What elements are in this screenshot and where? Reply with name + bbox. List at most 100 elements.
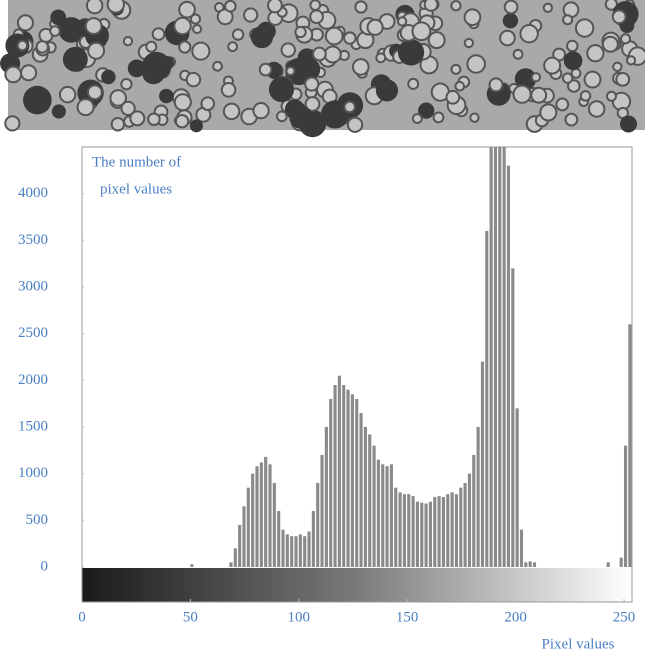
cell bbox=[564, 112, 579, 127]
bar bbox=[433, 497, 437, 567]
cell bbox=[514, 68, 537, 90]
cell bbox=[309, 9, 324, 25]
bar bbox=[372, 445, 376, 567]
cell bbox=[87, 41, 106, 60]
bar bbox=[428, 501, 433, 567]
cell bbox=[304, 96, 321, 112]
bar bbox=[446, 494, 450, 567]
cell bbox=[619, 33, 632, 45]
x-tick-label: 100 bbox=[288, 609, 311, 625]
bar bbox=[333, 385, 337, 567]
bar bbox=[619, 557, 623, 567]
y-tick-label: 2500 bbox=[18, 325, 48, 341]
bar bbox=[368, 434, 372, 567]
cell bbox=[411, 113, 423, 125]
bar bbox=[463, 483, 467, 567]
cell bbox=[189, 119, 203, 133]
cell bbox=[375, 79, 399, 102]
x-tick-label: 250 bbox=[613, 609, 636, 625]
bar bbox=[472, 455, 476, 567]
bar bbox=[420, 502, 424, 567]
bar bbox=[363, 427, 367, 567]
cell bbox=[289, 105, 313, 129]
y-tick-label: 2000 bbox=[18, 372, 48, 388]
cell bbox=[397, 39, 425, 66]
bar bbox=[476, 427, 480, 567]
bar bbox=[498, 147, 502, 567]
cell bbox=[530, 86, 548, 104]
bar bbox=[324, 427, 328, 567]
cell bbox=[463, 8, 482, 27]
bar bbox=[411, 496, 415, 567]
cell bbox=[62, 46, 88, 72]
cell bbox=[84, 17, 103, 36]
cell bbox=[542, 2, 553, 13]
cell bbox=[85, 0, 104, 15]
cell bbox=[224, 0, 237, 13]
bar bbox=[485, 231, 489, 567]
cell bbox=[512, 48, 524, 60]
x-axis-label: Pixel values bbox=[542, 636, 615, 652]
bar bbox=[311, 511, 315, 567]
cell bbox=[397, 16, 408, 27]
cell bbox=[463, 37, 474, 49]
bar bbox=[502, 147, 506, 567]
cell bbox=[22, 85, 52, 115]
cell bbox=[147, 112, 161, 127]
bar bbox=[342, 385, 346, 567]
cell bbox=[173, 16, 192, 36]
cell bbox=[543, 56, 562, 75]
cell bbox=[200, 96, 216, 111]
y-tick-label: 0 bbox=[41, 558, 49, 574]
bar bbox=[350, 394, 354, 567]
cell bbox=[309, 0, 322, 11]
y-axis-label: The number of bbox=[92, 154, 181, 170]
cell bbox=[450, 63, 462, 75]
cell bbox=[563, 51, 583, 71]
cell bbox=[50, 9, 67, 26]
bar bbox=[489, 147, 493, 567]
cell bbox=[612, 61, 623, 72]
cell bbox=[122, 35, 134, 47]
bar bbox=[389, 464, 393, 567]
bar bbox=[277, 511, 281, 567]
bar bbox=[337, 375, 341, 567]
bar bbox=[242, 506, 246, 567]
cell bbox=[488, 77, 504, 93]
bar bbox=[407, 494, 411, 567]
cell bbox=[579, 90, 592, 102]
bar bbox=[298, 534, 302, 567]
bar bbox=[233, 548, 237, 567]
cell bbox=[4, 115, 21, 132]
cell bbox=[619, 115, 638, 133]
bar bbox=[441, 497, 446, 567]
cell bbox=[555, 97, 570, 112]
cell bbox=[574, 18, 595, 38]
cell bbox=[605, 90, 617, 102]
cell bbox=[252, 102, 270, 120]
cell bbox=[178, 40, 192, 54]
bar bbox=[320, 455, 324, 567]
bar bbox=[467, 473, 472, 567]
bar bbox=[524, 562, 528, 567]
cell bbox=[127, 59, 146, 78]
y-tick-label: 3500 bbox=[18, 232, 48, 248]
cell bbox=[499, 29, 516, 47]
cell bbox=[285, 65, 296, 77]
bar bbox=[606, 562, 610, 567]
cell bbox=[601, 35, 619, 53]
bar bbox=[415, 501, 419, 567]
bar bbox=[268, 464, 272, 567]
bar bbox=[329, 399, 333, 567]
cell bbox=[294, 25, 307, 39]
bar bbox=[450, 492, 454, 567]
cell bbox=[469, 112, 480, 123]
cell bbox=[173, 93, 192, 112]
cell bbox=[454, 80, 466, 92]
cell bbox=[312, 46, 327, 62]
cell bbox=[432, 111, 445, 124]
cell bbox=[296, 57, 321, 82]
cell bbox=[539, 103, 558, 122]
cell bbox=[20, 64, 38, 82]
